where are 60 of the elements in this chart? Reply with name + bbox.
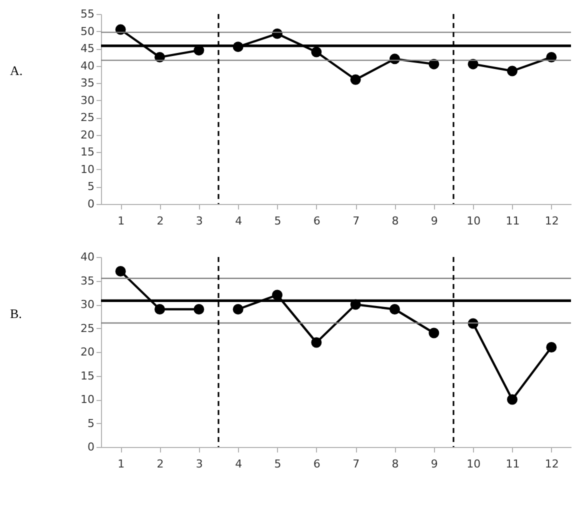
x-tick-label: 1 [118,458,125,470]
y-tick-label: 10 [80,393,94,406]
point [507,394,518,405]
y-tick-label: 30 [80,94,94,107]
x-tick-label: 12 [544,458,559,470]
x-tick-label: 4 [235,458,242,470]
y-tick-label: 15 [80,146,94,159]
y-tick-label: 30 [80,298,94,311]
x-tick-label: 11 [506,214,520,228]
y-tick-label: 5 [88,416,94,430]
y-tick-label: 40 [80,59,94,72]
x-tick-label: 3 [196,458,203,470]
text: B. [10,306,22,321]
point [390,304,400,314]
y-tick-label: 15 [80,369,94,382]
point [546,342,557,352]
x-tick-label: 12 [544,214,559,228]
x-tick-label: 9 [430,214,438,228]
point [311,337,322,348]
y-tick-label: 0 [88,440,94,454]
y-tick-label: 40 [80,250,94,264]
x-tick-label: 7 [352,458,360,470]
y-tick-label: 20 [80,128,94,142]
x-tick-label: 10 [466,458,481,470]
x-tick-label: 11 [506,458,520,470]
x-tick-label: 5 [274,214,282,228]
y-tick-label: 35 [80,76,94,90]
y-tick-label: 0 [88,198,94,210]
point [350,74,361,85]
y-tick-label: 20 [80,346,94,358]
x-tick-label: 9 [430,458,438,470]
y-tick-label: 55 [80,8,94,20]
y-tick-label: 5 [88,180,94,194]
x-tick-label: 6 [313,214,320,228]
point [311,46,322,58]
y-tick-label: 45 [80,42,94,56]
x-tick-label: 4 [235,214,242,228]
x-tick-label: 6 [313,458,320,470]
x-tick-label: 2 [156,458,164,470]
point [272,290,282,300]
point [154,304,165,314]
x-tick-label: 1 [118,214,125,228]
x-tick-label: 7 [352,214,360,228]
y-tick-label: 25 [80,111,94,124]
point [194,304,204,314]
x-tick-label: 2 [156,214,164,228]
y-tick-label: 50 [80,24,94,38]
x-tick-label: 10 [466,214,481,228]
x-tick-label: 3 [196,214,203,228]
point [507,66,518,76]
point [428,328,440,338]
y-tick-label: 25 [80,322,94,335]
point [115,266,126,276]
x-tick-label: 8 [392,214,399,228]
y-tick-label: 35 [80,274,94,288]
x-tick-label: 5 [274,458,282,470]
x-tick-label: 8 [392,458,399,470]
y-tick-label: 10 [80,162,94,176]
point [232,304,244,314]
text: A. [10,63,23,78]
